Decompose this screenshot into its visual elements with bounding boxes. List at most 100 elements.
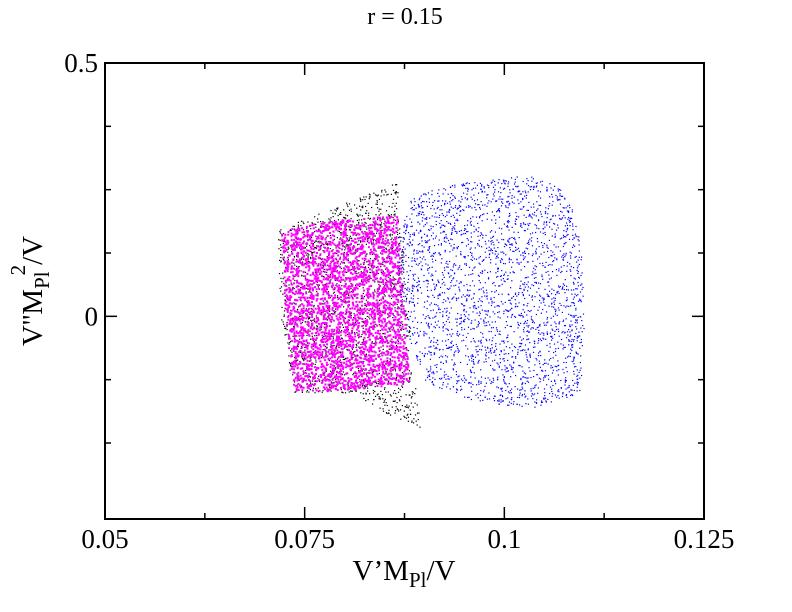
scatter-point: [446, 237, 448, 240]
scatter-point: [329, 383, 331, 385]
scatter-point: [406, 317, 409, 319]
scatter-point: [535, 402, 538, 404]
scatter-point: [393, 331, 395, 333]
scatter-point: [339, 238, 341, 240]
scatter-point: [522, 255, 524, 257]
scatter-point: [448, 273, 450, 275]
scatter-point: [367, 399, 369, 401]
scatter-point: [527, 191, 529, 193]
scatter-point: [540, 355, 542, 357]
scatter-point: [538, 340, 540, 342]
scatter-point: [279, 232, 281, 234]
scatter-point: [486, 292, 488, 294]
scatter-point: [446, 202, 449, 204]
scatter-point: [559, 321, 561, 323]
scatter-point: [332, 336, 334, 338]
scatter-point: [396, 303, 398, 306]
scatter-point: [458, 380, 460, 382]
scatter-point: [498, 216, 501, 218]
scatter-point: [566, 227, 569, 229]
scatter-point: [427, 324, 429, 326]
scatter-point: [406, 226, 408, 228]
scatter-point: [433, 353, 435, 356]
scatter-point: [502, 374, 504, 376]
scatter-point: [480, 331, 482, 334]
scatter-point: [294, 391, 296, 393]
scatter-point: [432, 274, 434, 277]
scatter-point: [462, 334, 464, 336]
scatter-point: [449, 203, 451, 205]
scatter-point: [517, 305, 519, 308]
scatter-point: [527, 330, 529, 332]
scatter-point: [326, 300, 328, 303]
scatter-point: [500, 279, 502, 281]
scatter-point: [314, 392, 316, 394]
scatter-point: [475, 228, 477, 230]
scatter-point: [527, 185, 530, 187]
scatter-point: [464, 295, 466, 298]
scatter-point: [558, 285, 560, 287]
scatter-point: [378, 208, 380, 210]
scatter-point: [553, 297, 555, 299]
scatter-point: [481, 301, 483, 303]
scatter-point: [461, 296, 463, 298]
scatter-point: [536, 327, 538, 329]
scatter-point: [432, 279, 434, 281]
scatter-point: [396, 208, 398, 210]
scatter-point: [340, 213, 342, 215]
scatter-point: [502, 188, 505, 190]
scatter-point: [559, 218, 561, 220]
scatter-point: [368, 196, 371, 198]
scatter-point: [398, 363, 400, 366]
scatter-point: [367, 336, 369, 339]
scatter-point: [457, 347, 459, 349]
scatter-point: [513, 362, 515, 364]
scatter-point: [350, 210, 352, 212]
scatter-point: [465, 355, 467, 357]
scatter-point: [373, 342, 375, 345]
scatter-point: [581, 374, 583, 377]
scatter-point: [389, 348, 391, 350]
scatter-point: [580, 284, 582, 286]
scatter-point: [297, 224, 299, 226]
scatter-point: [498, 305, 500, 307]
scatter-point: [376, 394, 378, 396]
scatter-point: [549, 202, 551, 205]
scatter-point: [463, 305, 465, 307]
scatter-point: [549, 343, 551, 345]
scatter-point: [465, 311, 467, 313]
scatter-point: [316, 245, 318, 247]
scatter-point: [351, 348, 354, 350]
scatter-point: [428, 326, 430, 328]
scatter-point: [413, 250, 415, 252]
scatter-point: [477, 306, 480, 308]
scatter-point: [396, 319, 399, 321]
scatter-point: [476, 258, 478, 260]
scatter-point: [448, 316, 450, 318]
scatter-point: [306, 227, 308, 229]
scatter-point: [307, 269, 310, 272]
scatter-point: [454, 222, 456, 224]
scatter-point: [511, 297, 513, 299]
scatter-point: [334, 279, 336, 281]
scatter-point: [309, 330, 311, 332]
scatter-point: [427, 325, 429, 327]
scatter-point: [327, 388, 329, 390]
scatter-point: [496, 329, 498, 331]
scatter-point: [301, 261, 304, 263]
scatter-point: [367, 214, 370, 217]
scatter-point: [491, 344, 493, 346]
scatter-point: [435, 212, 437, 214]
scatter-point: [553, 222, 555, 225]
scatter-point: [461, 388, 463, 390]
scatter-point: [569, 221, 571, 223]
scatter-point: [473, 231, 475, 233]
scatter-point: [310, 310, 312, 312]
scatter-point: [550, 324, 552, 326]
scatter-point: [334, 351, 336, 353]
scatter-point: [578, 331, 580, 333]
scatter-point: [510, 365, 512, 367]
scatter-point: [476, 351, 478, 353]
scatter-point: [545, 324, 547, 326]
scatter-point: [434, 347, 436, 350]
